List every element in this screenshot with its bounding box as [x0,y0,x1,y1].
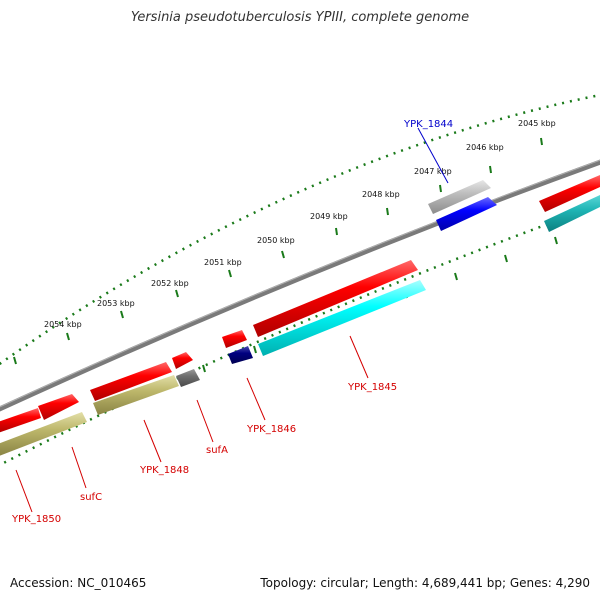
gene-arrow[interactable] [544,195,600,232]
gene-label-ypk-1844[interactable]: YPK_1844 [403,119,453,130]
outer-scale-ring [0,93,600,366]
kbp-label: 2049 kbp [310,212,348,221]
label-connectors [15,127,449,513]
inner-scale-ring [0,203,600,467]
gene-arrow[interactable] [258,280,426,356]
gene-label-ypk-1850[interactable]: YPK_1850 [11,514,61,525]
gene-label-sufa[interactable]: sufA [206,445,228,456]
secondary-features [0,180,600,456]
gene-arrow[interactable] [38,394,79,420]
kbp-label: 2046 kbp [466,143,504,152]
genome-backbone-highlight [0,159,600,408]
gene-arrow[interactable] [0,408,41,433]
gene-arrow[interactable] [90,362,172,401]
genome-summary-text: Topology: circular; Length: 4,689,441 bp… [260,576,590,590]
gene-label-sufc[interactable]: sufC [80,492,102,503]
gene-arrow[interactable] [176,369,200,387]
kbp-label: 2051 kbp [204,258,242,267]
gene-label-ypk-1846[interactable]: YPK_1846 [246,424,296,435]
gene-arrow[interactable] [172,352,193,369]
gene-label-ypk-1848[interactable]: YPK_1848 [139,465,189,476]
forward-strand-features [0,175,600,433]
kbp-label: 2048 kbp [362,190,400,199]
kbp-label: 2053 kbp [97,299,135,308]
kbp-label: 2052 kbp [151,279,189,288]
genome-backbone [0,159,600,412]
kbp-label: 2050 kbp [257,236,295,245]
kbp-label: 2045 kbp [518,119,556,128]
accession-text: Accession: NC_010465 [10,576,147,590]
kbp-label: 2054 kbp [44,320,82,329]
map-title: Yersinia pseudotuberculosis YPIII, compl… [130,10,470,25]
gene-arrow[interactable] [539,175,600,212]
gene-arrow[interactable] [228,346,253,364]
gene-arrow[interactable] [93,375,179,415]
gene-arrow[interactable] [428,180,491,214]
kbp-label: 2047 kbp [414,167,452,176]
gene-arrow[interactable] [436,197,497,231]
gene-arrow[interactable] [253,260,418,337]
gene-label-ypk-1845[interactable]: YPK_1845 [347,382,397,393]
gene-arrow[interactable] [0,412,87,456]
gene-arrow[interactable] [222,330,247,348]
